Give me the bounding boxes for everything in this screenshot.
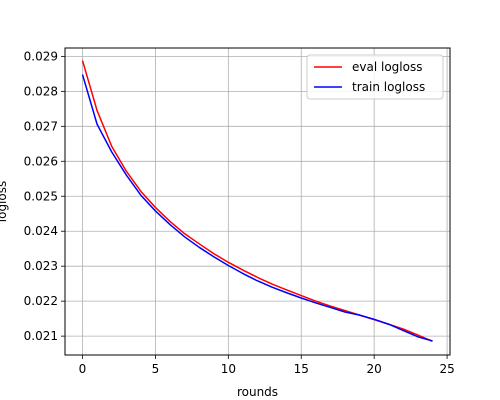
y-tick-label: 0.029 bbox=[24, 49, 58, 63]
y-tick-label: 0.026 bbox=[24, 154, 58, 168]
y-tick-label: 0.022 bbox=[24, 294, 58, 308]
y-tick-label: 0.028 bbox=[24, 84, 58, 98]
y-axis-label: logloss bbox=[0, 181, 9, 222]
x-tick-label: 0 bbox=[79, 362, 87, 376]
series-lines bbox=[81, 60, 433, 343]
x-tick-label: 5 bbox=[152, 362, 160, 376]
x-axis-ticks: 0 5 10 15 20 25 bbox=[79, 355, 455, 376]
x-tick-label: 20 bbox=[367, 362, 382, 376]
y-tick-label: 0.024 bbox=[24, 224, 58, 238]
legend-label-train: train logloss bbox=[352, 80, 425, 94]
x-tick-label: 25 bbox=[439, 362, 454, 376]
series-line-eval bbox=[81, 60, 433, 343]
y-tick-label: 0.021 bbox=[24, 329, 58, 343]
x-axis-label: rounds bbox=[237, 385, 278, 399]
y-tick-label: 0.025 bbox=[24, 189, 58, 203]
series-line-train bbox=[81, 74, 433, 342]
legend-label-eval: eval logloss bbox=[352, 60, 422, 74]
legend: eval logloss train logloss bbox=[306, 54, 444, 100]
x-tick-label: 10 bbox=[221, 362, 236, 376]
legend-box bbox=[306, 54, 444, 100]
plot-area-frame bbox=[64, 47, 451, 356]
x-tick-label: 15 bbox=[294, 362, 309, 376]
y-tick-label: 0.027 bbox=[24, 119, 58, 133]
y-tick-label: 0.023 bbox=[24, 259, 58, 273]
y-axis-ticks: 0.021 0.022 0.023 0.024 0.025 0.026 0.027 0.028… bbox=[24, 49, 65, 343]
